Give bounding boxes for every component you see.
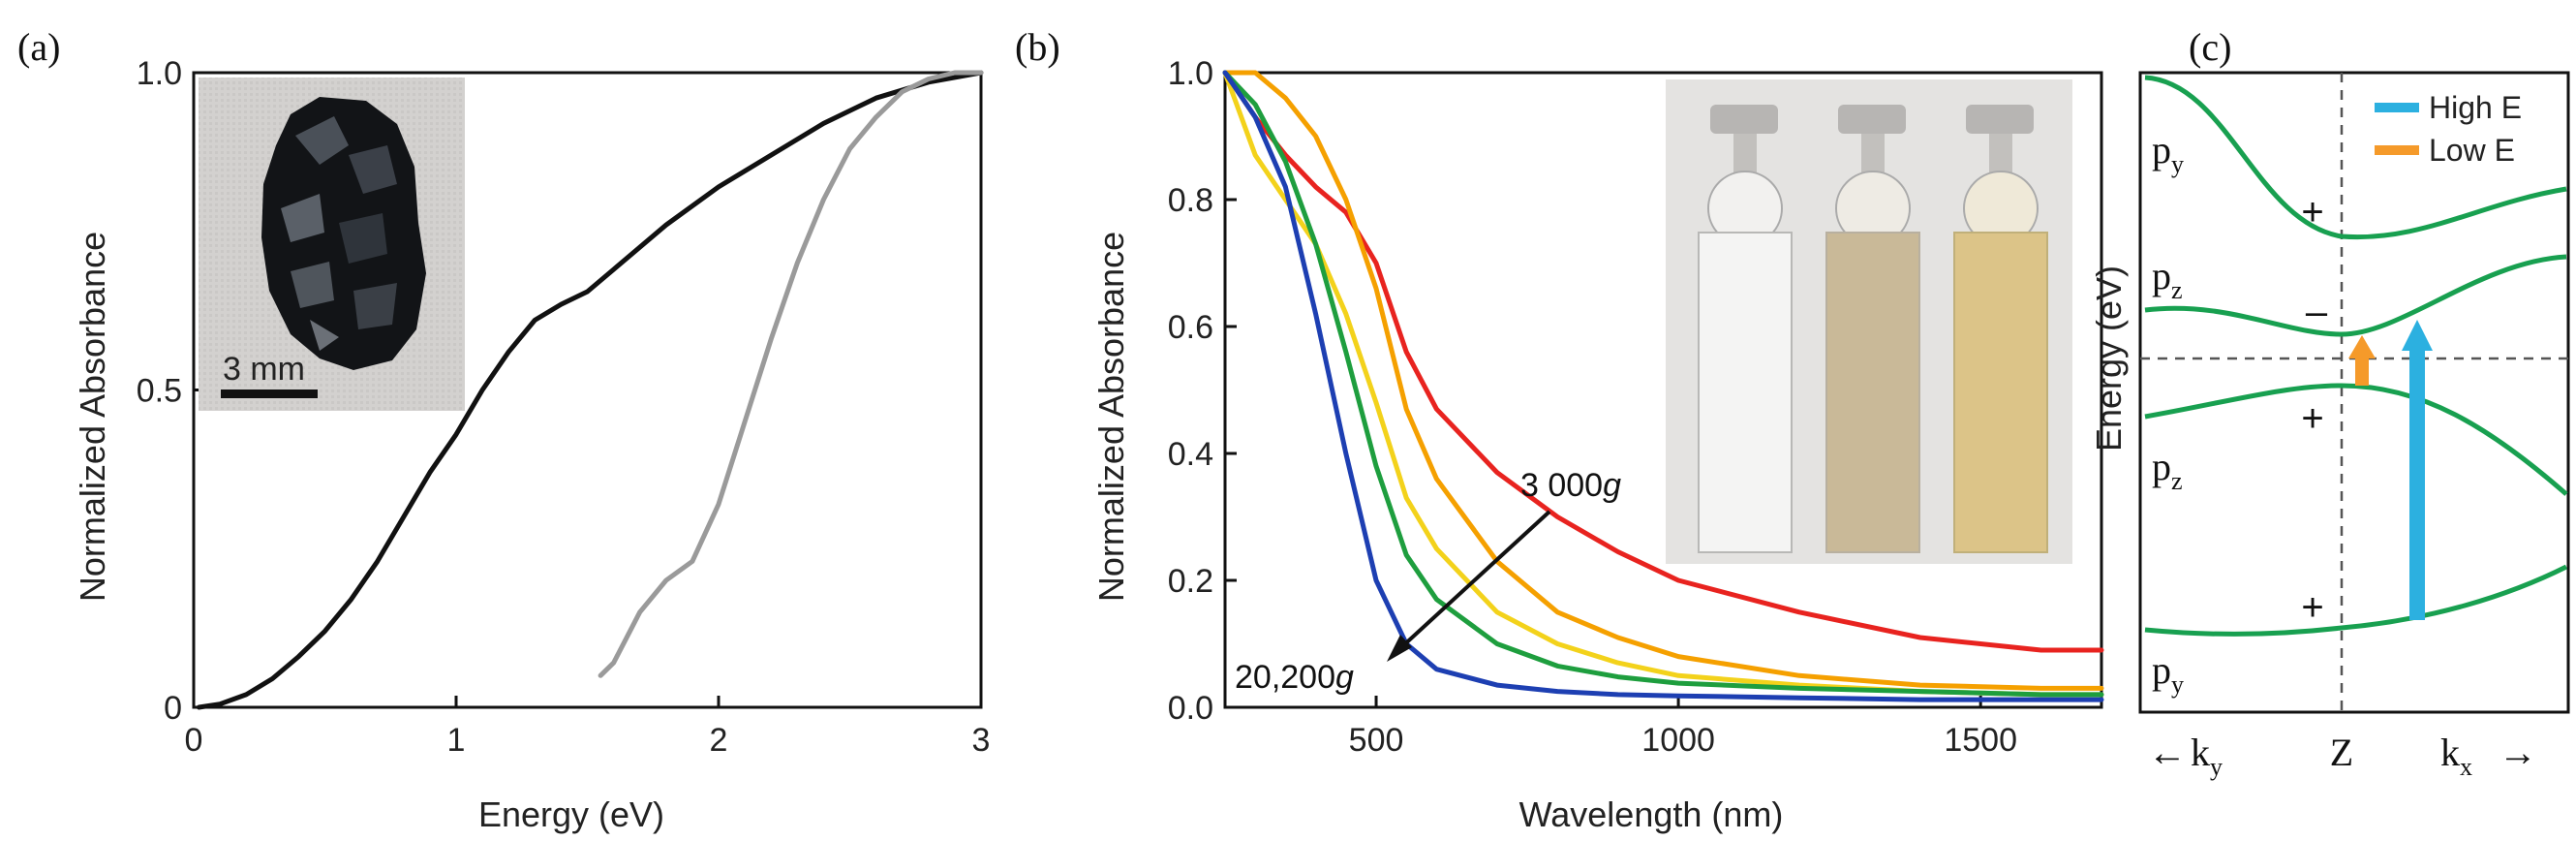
panel-b-xtick-label-0: 500 [1349,722,1404,759]
panel-b-xtick-label-1: 1000 [1641,722,1715,759]
panel-label-a: (a) [17,25,60,69]
panel-a-series-line-0 [196,70,984,710]
trend-arrow [1387,510,1551,662]
band-label-py-bottom: py [2152,648,2184,699]
annotation-bottom: 20,200g [1235,659,1354,696]
panel-a-series [196,70,984,710]
panel-b-series-line-1 [1222,70,2104,691]
panel-a-ylabel: Normalized Absorbance [73,232,112,602]
panel-b-xlabel: Wavelength (nm) [1519,794,1784,834]
sign-pz-lower: + [2301,397,2323,440]
panel-b-xtick-label-2: 1500 [1944,722,2017,759]
band-label-pz-upper: pz [2152,254,2183,304]
sign-py-bottom: + [2301,586,2323,629]
panel-b-ylabel: Normalized Absorbance [1091,232,1131,602]
panel-b-series-line-3 [1222,70,2104,698]
panel-label-c: (c) [2189,25,2231,69]
panel-b-axes: 500 1000 1500 0.0 0.2 0.4 0.6 0.8 1.0 [1168,55,2103,759]
panel-b-ytick-label-5: 1.0 [1168,55,1213,92]
band-pz-upper [2144,254,2567,337]
panel-a-xtick-label-0: 0 [185,722,203,759]
scale-bar-label: 3 mm [223,351,305,388]
panel-b-frame [1223,71,2103,709]
panel-b-series [1222,70,2104,702]
band-label-py-top: py [2152,128,2184,178]
panel-a: (a) 0 1 2 3 0 0.5 1.0 3 mm Normalized Absorban… [17,25,990,834]
panel-a-xlabel: Energy (eV) [478,794,664,834]
panel-c-frame [2138,71,2570,714]
annotation-bottom-value: 20,200 [1235,659,1335,696]
panel-a-xtick-label-3: 3 [972,722,991,759]
panel-b-ytick-label-2: 0.4 [1168,436,1213,473]
annotation-top-value: 3 000 [1520,467,1603,504]
panel-a-ytick-label-2: 1.0 [137,55,182,92]
x-label-z: Z [2330,731,2353,774]
panel-a-xtick-label-2: 2 [710,722,728,759]
panel-a-ytick-label-0: 0 [164,690,182,727]
x-label-ky: ky [2191,731,2223,781]
x-right-arrow: → [2499,731,2537,774]
panel-c: (c) py pz pz py + – + + High E [2089,25,2570,781]
panel-b-series-line-4 [1222,70,2104,702]
band-py-bottom [2144,564,2568,637]
annotation-bottom-unit: g [1335,659,1354,696]
legend-swatch-high-e [2375,103,2419,112]
annotation-top: 3 000g [1520,467,1621,504]
band-pz-lower [2144,383,2568,496]
panel-a-ytick-label-1: 0.5 [137,373,182,410]
panel-c-ylabel: Energy (eV) [2089,265,2129,452]
annotation-top-unit: g [1603,467,1621,504]
scale-bar [221,389,318,398]
cuvettes-photo-inset [1666,79,2072,564]
legend-swatch-low-e [2375,145,2419,155]
sign-py-top: + [2301,191,2323,234]
low-e-transition-arrow [2348,335,2376,386]
x-label-kx: kx [2440,731,2472,781]
legend-label-high-e: High E [2429,90,2522,125]
legend: High E Low E [2375,90,2522,168]
panel-b-ytick-label-0: 0.0 [1168,690,1213,727]
band-label-pz-lower: pz [2152,445,2183,495]
sign-pz-upper: – [2306,291,2328,333]
panel-b-ytick-label-4: 0.8 [1168,182,1213,219]
panel-a-series-line-1 [598,70,984,678]
panel-label-b: (b) [1015,25,1060,69]
panel-b-ytick-label-3: 0.6 [1168,309,1213,346]
high-e-transition-arrow [2402,320,2433,620]
band-py-top [2144,75,2567,240]
x-left-arrow: ← [2148,731,2187,774]
panel-b-series-line-0 [1222,70,2104,653]
crystal-photo-inset: 3 mm [199,78,465,411]
panel-b-ytick-label-1: 0.2 [1168,563,1213,600]
legend-label-low-e: Low E [2429,133,2515,168]
panel-a-xtick-label-1: 1 [447,722,466,759]
panel-b: (b) 500 1000 1500 0.0 0.2 0.4 0.6 0.8 1.0 [1015,25,2104,834]
